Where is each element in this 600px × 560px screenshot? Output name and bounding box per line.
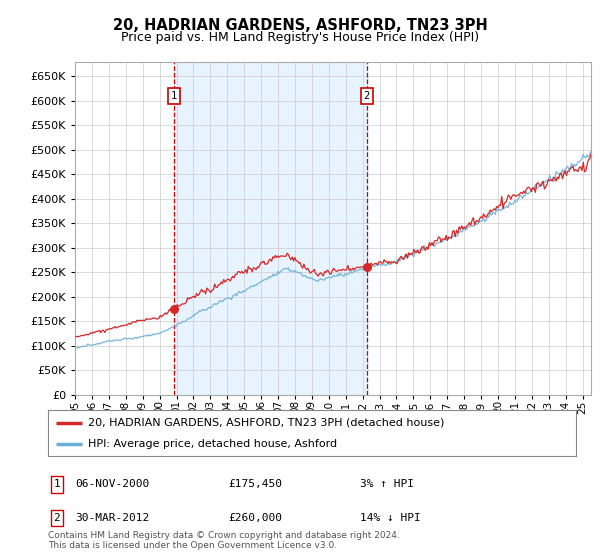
Text: 14% ↓ HPI: 14% ↓ HPI bbox=[360, 513, 421, 523]
Text: 1: 1 bbox=[53, 479, 61, 489]
Text: 20, HADRIAN GARDENS, ASHFORD, TN23 3PH (detached house): 20, HADRIAN GARDENS, ASHFORD, TN23 3PH (… bbox=[88, 418, 444, 428]
Text: 3% ↑ HPI: 3% ↑ HPI bbox=[360, 479, 414, 489]
Text: Contains HM Land Registry data © Crown copyright and database right 2024.
This d: Contains HM Land Registry data © Crown c… bbox=[48, 530, 400, 550]
Point bbox=[169, 304, 179, 313]
Text: HPI: Average price, detached house, Ashford: HPI: Average price, detached house, Ashf… bbox=[88, 439, 337, 449]
Text: £175,450: £175,450 bbox=[228, 479, 282, 489]
Text: 2: 2 bbox=[53, 513, 61, 523]
Text: 20, HADRIAN GARDENS, ASHFORD, TN23 3PH: 20, HADRIAN GARDENS, ASHFORD, TN23 3PH bbox=[113, 18, 487, 33]
Text: 1: 1 bbox=[171, 91, 177, 101]
Text: 2: 2 bbox=[364, 91, 370, 101]
Bar bbox=[174, 62, 367, 395]
Point bbox=[362, 263, 371, 272]
Text: 06-NOV-2000: 06-NOV-2000 bbox=[75, 479, 149, 489]
Text: 30-MAR-2012: 30-MAR-2012 bbox=[75, 513, 149, 523]
Text: Price paid vs. HM Land Registry's House Price Index (HPI): Price paid vs. HM Land Registry's House … bbox=[121, 31, 479, 44]
Text: £260,000: £260,000 bbox=[228, 513, 282, 523]
